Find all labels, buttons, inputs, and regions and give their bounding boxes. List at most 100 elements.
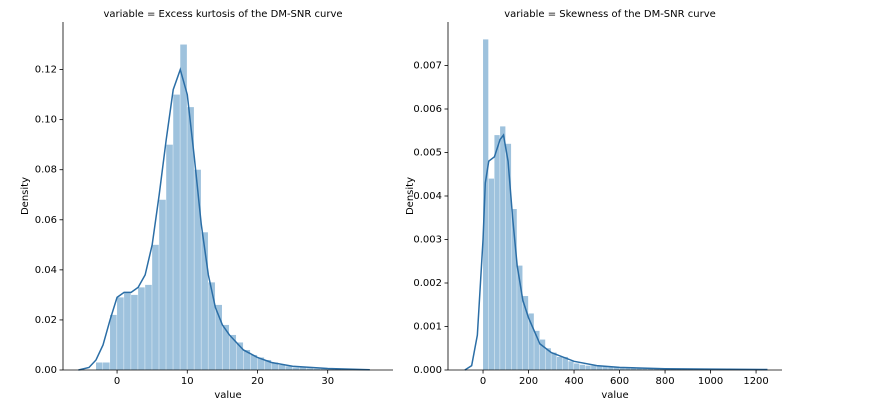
- y-tick-label: 0.00: [35, 365, 57, 376]
- y-tick-label: 0.005: [413, 148, 442, 159]
- histogram-bar: [647, 368, 654, 370]
- histogram-bar: [551, 352, 557, 370]
- histogram-bar: [278, 364, 286, 370]
- x-tick-label: 400: [564, 376, 583, 387]
- y-tick-label: 0.06: [35, 215, 57, 226]
- histogram-bar: [517, 265, 523, 370]
- y-axis-label: Density: [20, 177, 31, 215]
- histogram-bar: [96, 362, 103, 370]
- histogram-bar: [117, 297, 124, 370]
- x-tick-label: 0: [480, 376, 486, 387]
- y-tick-label: 0.004: [413, 191, 442, 202]
- panel-title: variable = Skewness of the DM-SNR curve: [504, 9, 716, 20]
- histogram-bar: [539, 339, 546, 370]
- y-tick-label: 0.12: [35, 65, 57, 76]
- histogram-bar: [591, 365, 597, 370]
- x-tick-label: 0: [114, 376, 120, 387]
- x-tick-label: 200: [519, 376, 538, 387]
- histogram-bar: [619, 367, 625, 370]
- histogram-bar: [528, 313, 534, 370]
- x-tick-label: 20: [251, 376, 264, 387]
- histogram-bar: [602, 366, 608, 370]
- histogram-bar: [636, 368, 642, 370]
- histogram-bar: [208, 282, 215, 370]
- histogram-bar: [222, 324, 230, 370]
- histogram-bar: [630, 368, 637, 370]
- histogram-bar: [483, 39, 489, 371]
- y-tick-label: 0.003: [413, 235, 442, 246]
- y-tick-label: 0.04: [35, 265, 57, 276]
- x-tick-label: 800: [656, 376, 675, 387]
- histogram-bar: [243, 349, 251, 370]
- histogram-bar: [653, 368, 659, 370]
- x-tick-label: 600: [610, 376, 629, 387]
- histogram-bar: [292, 367, 300, 370]
- histogram-bar: [166, 144, 173, 370]
- histogram-bar: [625, 367, 631, 370]
- histogram-bar: [562, 356, 568, 370]
- histogram-bar: [534, 330, 540, 370]
- y-tick-label: 0.002: [413, 278, 442, 289]
- histogram-bar: [320, 368, 328, 370]
- histogram-bar: [642, 368, 648, 370]
- histogram-bar: [138, 287, 145, 370]
- histogram-bar: [264, 359, 272, 370]
- y-tick-label: 0.000: [413, 365, 442, 376]
- x-tick-label: 30: [321, 376, 334, 387]
- y-axis-label: Density: [405, 177, 416, 215]
- kde-line: [78, 67, 370, 371]
- histogram-bar: [145, 284, 152, 370]
- y-tick-label: 0.001: [413, 322, 442, 333]
- histogram-bar: [568, 361, 574, 370]
- panel-title: variable = Excess kurtosis of the DM-SNR…: [103, 9, 342, 20]
- x-axis-label: value: [601, 390, 628, 401]
- histogram-bar: [187, 107, 194, 370]
- histogram-bar: [545, 348, 551, 370]
- y-tick-label: 0.10: [35, 115, 57, 126]
- histogram-bar: [488, 178, 495, 370]
- histogram-bar: [505, 143, 512, 370]
- histogram-bar: [494, 135, 500, 370]
- histogram-bar: [159, 199, 166, 370]
- histogram-bar: [306, 368, 314, 370]
- x-tick-label: 1200: [743, 376, 768, 387]
- x-tick-label: 10: [181, 376, 194, 387]
- histogram-bar: [556, 356, 563, 370]
- histogram-bar: [579, 364, 586, 370]
- y-tick-label: 0.08: [35, 165, 57, 176]
- histogram-bar: [103, 362, 110, 370]
- histogram-bar: [574, 363, 580, 370]
- histogram-bar: [670, 369, 677, 370]
- histogram-bar: [215, 304, 222, 370]
- y-tick-label: 0.006: [413, 104, 442, 115]
- histogram-bar: [585, 365, 591, 370]
- histogram-bar: [285, 366, 293, 370]
- histogram-bar: [229, 334, 237, 370]
- histogram-bar: [522, 296, 529, 370]
- histogram-bar: [608, 366, 614, 370]
- histogram-bar: [194, 169, 201, 370]
- x-axis-label: value: [214, 390, 241, 401]
- histogram-bar: [152, 244, 159, 370]
- histogram-bar: [511, 209, 517, 370]
- histogram-bar: [180, 44, 187, 370]
- histogram-bar: [500, 126, 506, 371]
- kde-line: [464, 133, 768, 371]
- y-tick-label: 0.007: [413, 61, 442, 72]
- histogram-bar: [596, 366, 603, 370]
- histogram-bar: [313, 368, 321, 370]
- histogram-bar: [271, 362, 279, 370]
- histogram-bar: [201, 232, 208, 370]
- histogram-bar: [173, 94, 180, 371]
- histogram-bar: [110, 314, 117, 370]
- histogram-bar: [250, 354, 258, 370]
- histogram-bar: [299, 367, 307, 370]
- y-tick-label: 0.02: [35, 315, 57, 326]
- histogram-bar: [131, 294, 138, 370]
- histogram-bar: [257, 357, 265, 370]
- histogram-bar: [613, 367, 620, 370]
- histogram-bar: [236, 342, 244, 370]
- histogram-bar: [327, 368, 335, 370]
- histogram-bar: [124, 292, 131, 370]
